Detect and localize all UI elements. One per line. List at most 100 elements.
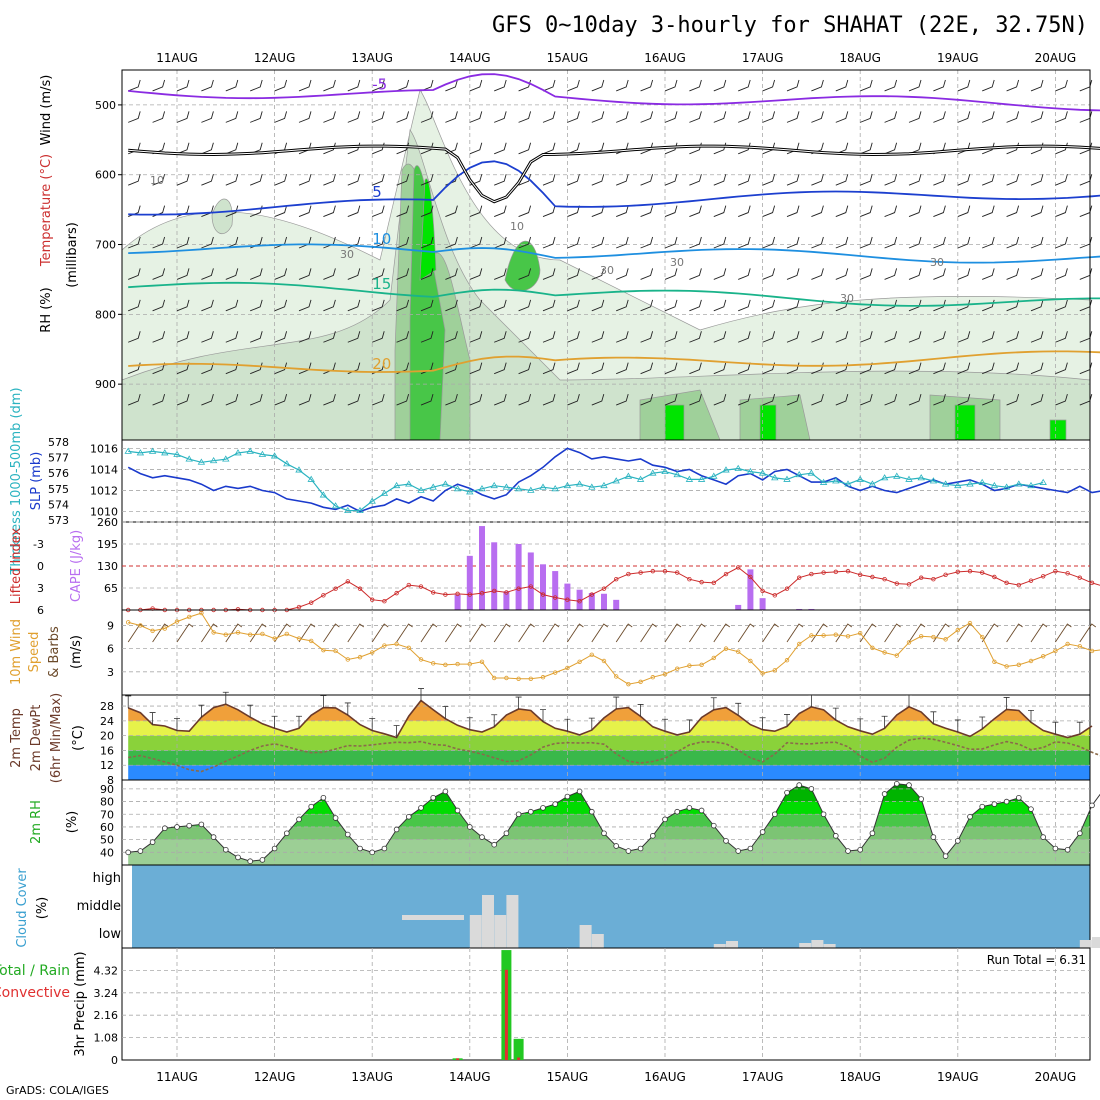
- wind-barb: [494, 362, 507, 375]
- wind-speed-point: [235, 630, 241, 635]
- wind-speed-line: [128, 612, 1100, 685]
- wind-barb: [762, 236, 776, 249]
- wind-barb: [738, 174, 751, 186]
- thickness-point: [734, 464, 742, 471]
- wind-barb: [445, 205, 458, 218]
- wind-speed-point: [504, 675, 509, 681]
- wind-barb: [323, 142, 336, 155]
- bottom-date-label: 18AUG: [839, 1070, 881, 1084]
- rh-point: [405, 813, 412, 820]
- wind-axis-label: Wind (m/s): [39, 75, 54, 146]
- wind-barb: [469, 393, 483, 406]
- wind-barb: [518, 205, 532, 218]
- wind-barb: [323, 174, 336, 186]
- top-date-label: 12AUG: [254, 51, 296, 65]
- dewpoint-line: [128, 737, 1100, 773]
- wind-barb: [469, 236, 483, 249]
- temp-range-marker: [540, 709, 546, 722]
- wind-barb: [420, 174, 434, 186]
- wind-barb: [835, 79, 849, 92]
- wind-barb: [176, 331, 190, 343]
- wind-barb: [396, 236, 410, 249]
- thickness-point: [697, 475, 706, 482]
- wind-barb: [933, 331, 946, 343]
- wind-barb: [176, 79, 190, 92]
- wind-barb: [884, 623, 901, 643]
- wind-barb: [738, 205, 751, 218]
- cape-bar: [491, 542, 498, 610]
- rh-tick-label: 40: [100, 846, 114, 859]
- wind-barb: [518, 174, 532, 186]
- bottom-date-label: 20AUG: [1035, 1070, 1077, 1084]
- thickness-point: [856, 475, 864, 482]
- cloud-unit-label: (%): [35, 897, 50, 920]
- rh-point: [357, 845, 363, 852]
- rh-contour-label: 10: [150, 174, 164, 187]
- wind-barb: [664, 393, 678, 406]
- thickness-tick-label: 576: [48, 467, 69, 480]
- thickness-point: [161, 449, 169, 456]
- thickness-point: [795, 470, 803, 478]
- wind-barb: [713, 111, 727, 123]
- wind-barb: [713, 79, 727, 92]
- temp-range-marker: [174, 718, 180, 731]
- cloud-block: [726, 941, 738, 948]
- wind-barb: [1055, 236, 1068, 249]
- cloud-block: [506, 895, 519, 948]
- wind-speed-point: [736, 649, 741, 654]
- cloud-block: [469, 915, 482, 948]
- precip-convective-bar: [517, 1057, 521, 1060]
- wind-barb: [835, 268, 849, 280]
- wind-barb: [250, 79, 263, 92]
- wind-barb: [713, 205, 727, 218]
- wind-barb: [176, 299, 190, 312]
- wind-barb: [981, 623, 999, 643]
- thickness-tick-label: 573: [48, 514, 69, 527]
- wind-barb: [201, 331, 214, 343]
- precip-convective-bar: [456, 1058, 460, 1060]
- wind-speed-point: [1089, 648, 1095, 654]
- top-date-label: 13AUG: [351, 51, 393, 65]
- thickness-point: [356, 506, 364, 514]
- wind-barb: [835, 393, 849, 406]
- rh-tick-label: 90: [100, 783, 114, 796]
- wind-barb: [811, 393, 824, 406]
- wind-barb: [396, 142, 410, 155]
- thickness-point: [880, 474, 889, 481]
- temp-range-marker: [954, 719, 961, 732]
- lifted-index-point: [382, 599, 387, 604]
- rh-point: [442, 788, 449, 795]
- wind-barb: [152, 79, 166, 92]
- rh-point: [1077, 830, 1083, 837]
- rh-point: [601, 830, 607, 837]
- wind-barb: [542, 205, 556, 218]
- bottom-date-label: 12AUG: [254, 1070, 296, 1084]
- cape-bar: [479, 526, 485, 610]
- rh-point: [283, 830, 290, 837]
- wind-barb: [738, 362, 751, 375]
- top-date-label: 11AUG: [156, 51, 198, 65]
- wind-barb: [933, 205, 946, 218]
- thickness-point: [917, 474, 925, 481]
- wind-speed-point: [333, 648, 338, 654]
- lifted-index-point: [821, 570, 826, 575]
- rh-point: [845, 848, 851, 854]
- wind-barb: [567, 236, 580, 249]
- wind-barb: [445, 623, 462, 643]
- cape-bar: [588, 593, 595, 610]
- wind-barb: [933, 236, 946, 249]
- rh-shading: [419, 178, 437, 281]
- wind-barb: [298, 393, 312, 406]
- wind-speed-point: [748, 658, 753, 664]
- lifted-index-point: [675, 570, 680, 575]
- lifted-index-point: [516, 586, 521, 591]
- lifted-index-point: [662, 568, 668, 574]
- lifted-index-point: [540, 592, 546, 597]
- wind-barb: [713, 174, 727, 186]
- thickness-point: [246, 447, 254, 454]
- wind-barb: [884, 236, 898, 249]
- wind-barb: [298, 79, 312, 92]
- temp-band: [128, 735, 1090, 751]
- wind-barb: [811, 79, 824, 92]
- cape-bar: [576, 589, 583, 610]
